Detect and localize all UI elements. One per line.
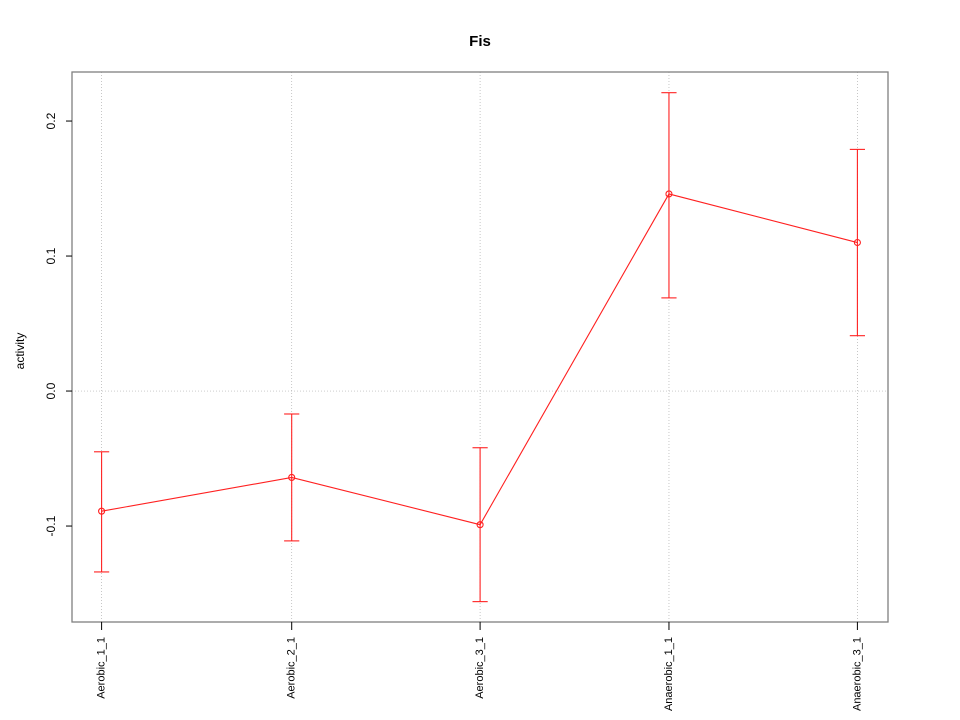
svg-text:0.0: 0.0: [44, 382, 58, 399]
svg-text:-0.1: -0.1: [44, 515, 58, 536]
svg-text:0.1: 0.1: [44, 247, 58, 264]
svg-text:Fis: Fis: [469, 33, 491, 50]
svg-text:0.2: 0.2: [44, 112, 58, 129]
svg-text:Aerobic_3_1: Aerobic_3_1: [474, 637, 486, 699]
svg-text:Aerobic_1_1: Aerobic_1_1: [96, 637, 108, 699]
svg-text:Aerobic_2_1: Aerobic_2_1: [286, 637, 298, 699]
svg-text:Anaerobic_1_1: Anaerobic_1_1: [663, 637, 675, 711]
svg-text:Anaerobic_3_1: Anaerobic_3_1: [851, 637, 863, 711]
svg-text:activity: activity: [13, 333, 27, 370]
